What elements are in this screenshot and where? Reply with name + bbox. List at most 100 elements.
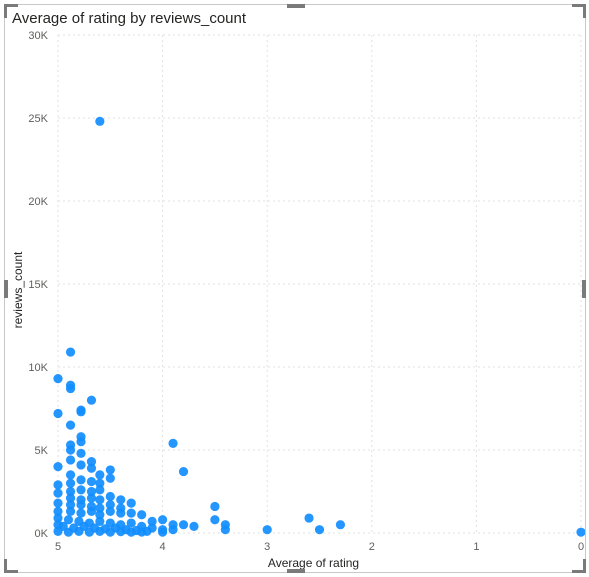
scatter-point[interactable]: [65, 347, 76, 357]
scatter-point[interactable]: [76, 508, 86, 518]
scatter-point[interactable]: [86, 486, 97, 497]
scatter-point[interactable]: [158, 527, 168, 537]
scatter-point[interactable]: [314, 525, 325, 535]
scatter-point[interactable]: [53, 506, 63, 517]
scatter-point[interactable]: [210, 515, 220, 525]
data-points[interactable]: [53, 116, 585, 537]
scatter-point[interactable]: [210, 501, 220, 512]
x-tick-label: 2: [369, 541, 375, 553]
y-tick-label: 5K: [35, 445, 49, 457]
scatter-point[interactable]: [116, 495, 126, 505]
scatter-point[interactable]: [65, 470, 76, 480]
scatter-point[interactable]: [63, 527, 74, 537]
resize-handle-top-left[interactable]: [4, 4, 7, 18]
scatter-point[interactable]: [53, 513, 63, 523]
resize-handle-top-left[interactable]: [4, 4, 18, 7]
scatter-point[interactable]: [576, 527, 585, 537]
scatter-point[interactable]: [178, 520, 189, 530]
scatter-point[interactable]: [95, 526, 105, 536]
scatter-point[interactable]: [168, 525, 178, 535]
resize-handle-bottom[interactable]: [287, 569, 305, 573]
scatter-point[interactable]: [53, 480, 63, 490]
scatter-point[interactable]: [105, 500, 115, 510]
scatter-point[interactable]: [95, 516, 105, 526]
scatter-point[interactable]: [95, 485, 105, 495]
resize-handle-top-right[interactable]: [572, 4, 586, 7]
resize-handle-top-right[interactable]: [583, 4, 586, 18]
scatter-point[interactable]: [53, 498, 63, 508]
scatter-point[interactable]: [335, 520, 346, 530]
x-tick-label: 0: [578, 541, 584, 553]
scatter-point[interactable]: [116, 508, 126, 518]
resize-handle-bottom-right[interactable]: [572, 570, 586, 573]
scatter-point[interactable]: [53, 374, 63, 384]
scatter-point[interactable]: [126, 527, 136, 537]
scatter-point[interactable]: [63, 515, 74, 525]
y-tick-label: 0K: [35, 528, 49, 540]
scatter-point[interactable]: [116, 527, 126, 537]
scatter-visual-container[interactable]: Average of rating by reviews_count 0K 5K 1…: [4, 4, 586, 573]
scatter-point[interactable]: [76, 500, 86, 510]
scatter-point[interactable]: [105, 506, 115, 517]
scatter-point[interactable]: [95, 510, 105, 520]
scatter-point[interactable]: [74, 526, 84, 536]
scatter-point[interactable]: [65, 486, 76, 497]
resize-handle-right[interactable]: [582, 280, 586, 298]
scatter-point[interactable]: [65, 455, 76, 465]
scatter-point[interactable]: [86, 463, 97, 473]
scatter-point[interactable]: [147, 516, 157, 526]
resize-handle-top[interactable]: [287, 4, 305, 8]
scatter-point[interactable]: [126, 498, 136, 508]
x-tick-label: 1: [473, 541, 479, 553]
scatter-point[interactable]: [126, 508, 136, 518]
scatter-point[interactable]: [95, 503, 105, 513]
scatter-point[interactable]: [95, 470, 105, 480]
scatter-point[interactable]: [76, 460, 86, 470]
scatter-point[interactable]: [76, 407, 86, 417]
scatter-point[interactable]: [65, 500, 76, 510]
resize-handle-bottom-left[interactable]: [4, 570, 18, 573]
scatter-point[interactable]: [65, 506, 76, 517]
resize-handle-bottom-left[interactable]: [4, 559, 7, 573]
scatter-point[interactable]: [95, 478, 105, 488]
chart-title: Average of rating by reviews_count: [12, 10, 247, 27]
scatter-point[interactable]: [86, 457, 97, 467]
scatter-point[interactable]: [76, 475, 86, 485]
scatter-point[interactable]: [262, 525, 272, 535]
scatter-point[interactable]: [76, 437, 86, 447]
scatter-point[interactable]: [158, 515, 168, 525]
scatter-point[interactable]: [53, 408, 63, 419]
scatter-chart[interactable]: 0K 5K 10K 15K 20K 25K 30K 5 4 3 2 1 0 Average of ra…: [5, 5, 585, 572]
scatter-point[interactable]: [65, 493, 76, 503]
scatter-point[interactable]: [53, 526, 63, 536]
scatter-point[interactable]: [95, 116, 105, 126]
scatter-point[interactable]: [189, 521, 199, 531]
scatter-point[interactable]: [86, 395, 97, 405]
scatter-point[interactable]: [76, 448, 86, 458]
scatter-point[interactable]: [105, 473, 115, 483]
scatter-point[interactable]: [137, 510, 147, 520]
scatter-point[interactable]: [76, 485, 86, 495]
resize-handle-left[interactable]: [4, 280, 8, 298]
scatter-point[interactable]: [65, 478, 76, 488]
scatter-point[interactable]: [95, 495, 105, 505]
scatter-point[interactable]: [168, 438, 178, 448]
scatter-point[interactable]: [304, 513, 314, 523]
scatter-point[interactable]: [105, 527, 115, 537]
scatter-point[interactable]: [65, 445, 76, 455]
scatter-point[interactable]: [126, 518, 136, 528]
scatter-point[interactable]: [86, 506, 97, 517]
scatter-point[interactable]: [53, 488, 63, 498]
scatter-point[interactable]: [86, 476, 97, 487]
scatter-point[interactable]: [65, 420, 76, 430]
scatter-point[interactable]: [86, 493, 97, 503]
scatter-point[interactable]: [220, 525, 230, 535]
scatter-point[interactable]: [178, 466, 189, 477]
scatter-point[interactable]: [105, 465, 115, 475]
scatter-point[interactable]: [137, 527, 147, 537]
resize-handle-bottom-right[interactable]: [583, 559, 586, 573]
scatter-point[interactable]: [105, 491, 115, 502]
scatter-point[interactable]: [84, 527, 94, 537]
scatter-point[interactable]: [65, 383, 76, 394]
scatter-point[interactable]: [53, 462, 63, 472]
